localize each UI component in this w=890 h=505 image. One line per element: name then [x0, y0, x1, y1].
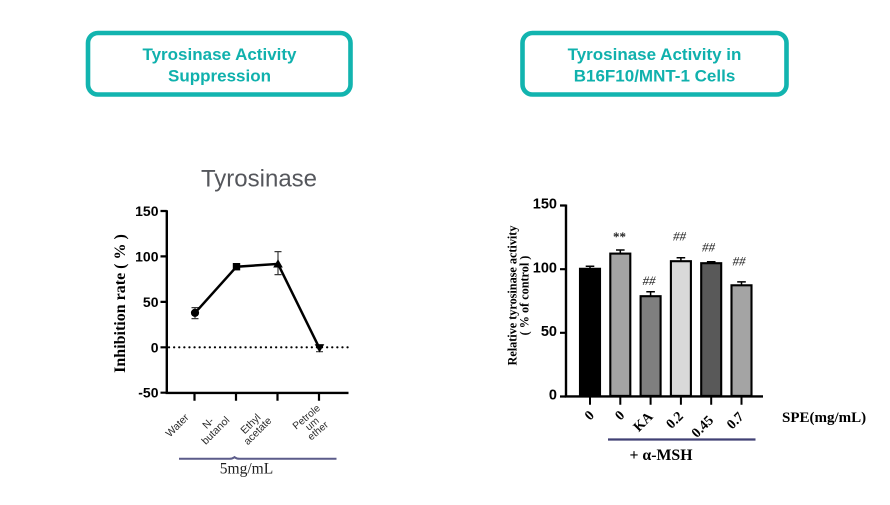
svg-text:0.7: 0.7 [724, 410, 747, 433]
svg-text:0.45: 0.45 [689, 413, 717, 441]
svg-text:##: ## [733, 254, 747, 269]
svg-text:0: 0 [582, 408, 598, 424]
svg-text:Petroleumether: Petroleumether [291, 403, 335, 446]
svg-text:SPE(mg/mL): SPE(mg/mL) [782, 410, 866, 426]
svg-text:KA: KA [631, 409, 657, 435]
svg-text:0.2: 0.2 [664, 409, 687, 432]
svg-text:+ α-MSH: + α-MSH [629, 447, 693, 464]
svg-text:100: 100 [533, 260, 557, 276]
svg-text:Tyrosinase Activity in: Tyrosinase Activity in [568, 45, 742, 64]
svg-text:Suppression: Suppression [168, 67, 271, 86]
svg-text:-50: -50 [138, 385, 158, 401]
svg-text:5mg/mL: 5mg/mL [220, 461, 273, 478]
svg-text:Water: Water [163, 411, 191, 439]
svg-text:##: ## [702, 240, 716, 255]
svg-text:Inhibition rate ( % ): Inhibition rate ( % ) [112, 234, 129, 373]
svg-text:50: 50 [541, 324, 557, 340]
svg-text:Tyrosinase: Tyrosinase [201, 166, 317, 193]
svg-text:##: ## [643, 273, 657, 288]
svg-text:Relative tyrosinase activity(: Relative tyrosinase activity( % of contr… [506, 226, 532, 366]
svg-text:150: 150 [533, 197, 557, 213]
svg-text:Ethylacetate: Ethylacetate [234, 408, 274, 448]
svg-text:50: 50 [143, 294, 159, 310]
svg-text:150: 150 [135, 203, 159, 219]
svg-text:0: 0 [151, 339, 159, 355]
svg-text:B16F10/MNT-1 Cells: B16F10/MNT-1 Cells [574, 67, 736, 86]
svg-text:N-butanol: N-butanol [192, 407, 232, 447]
svg-text:0: 0 [613, 408, 629, 424]
svg-text:##: ## [673, 229, 687, 244]
svg-text:**: ** [613, 229, 626, 244]
svg-text:Tyrosinase Activity: Tyrosinase Activity [142, 45, 297, 64]
svg-text:0: 0 [549, 388, 557, 404]
svg-text:100: 100 [135, 248, 159, 264]
